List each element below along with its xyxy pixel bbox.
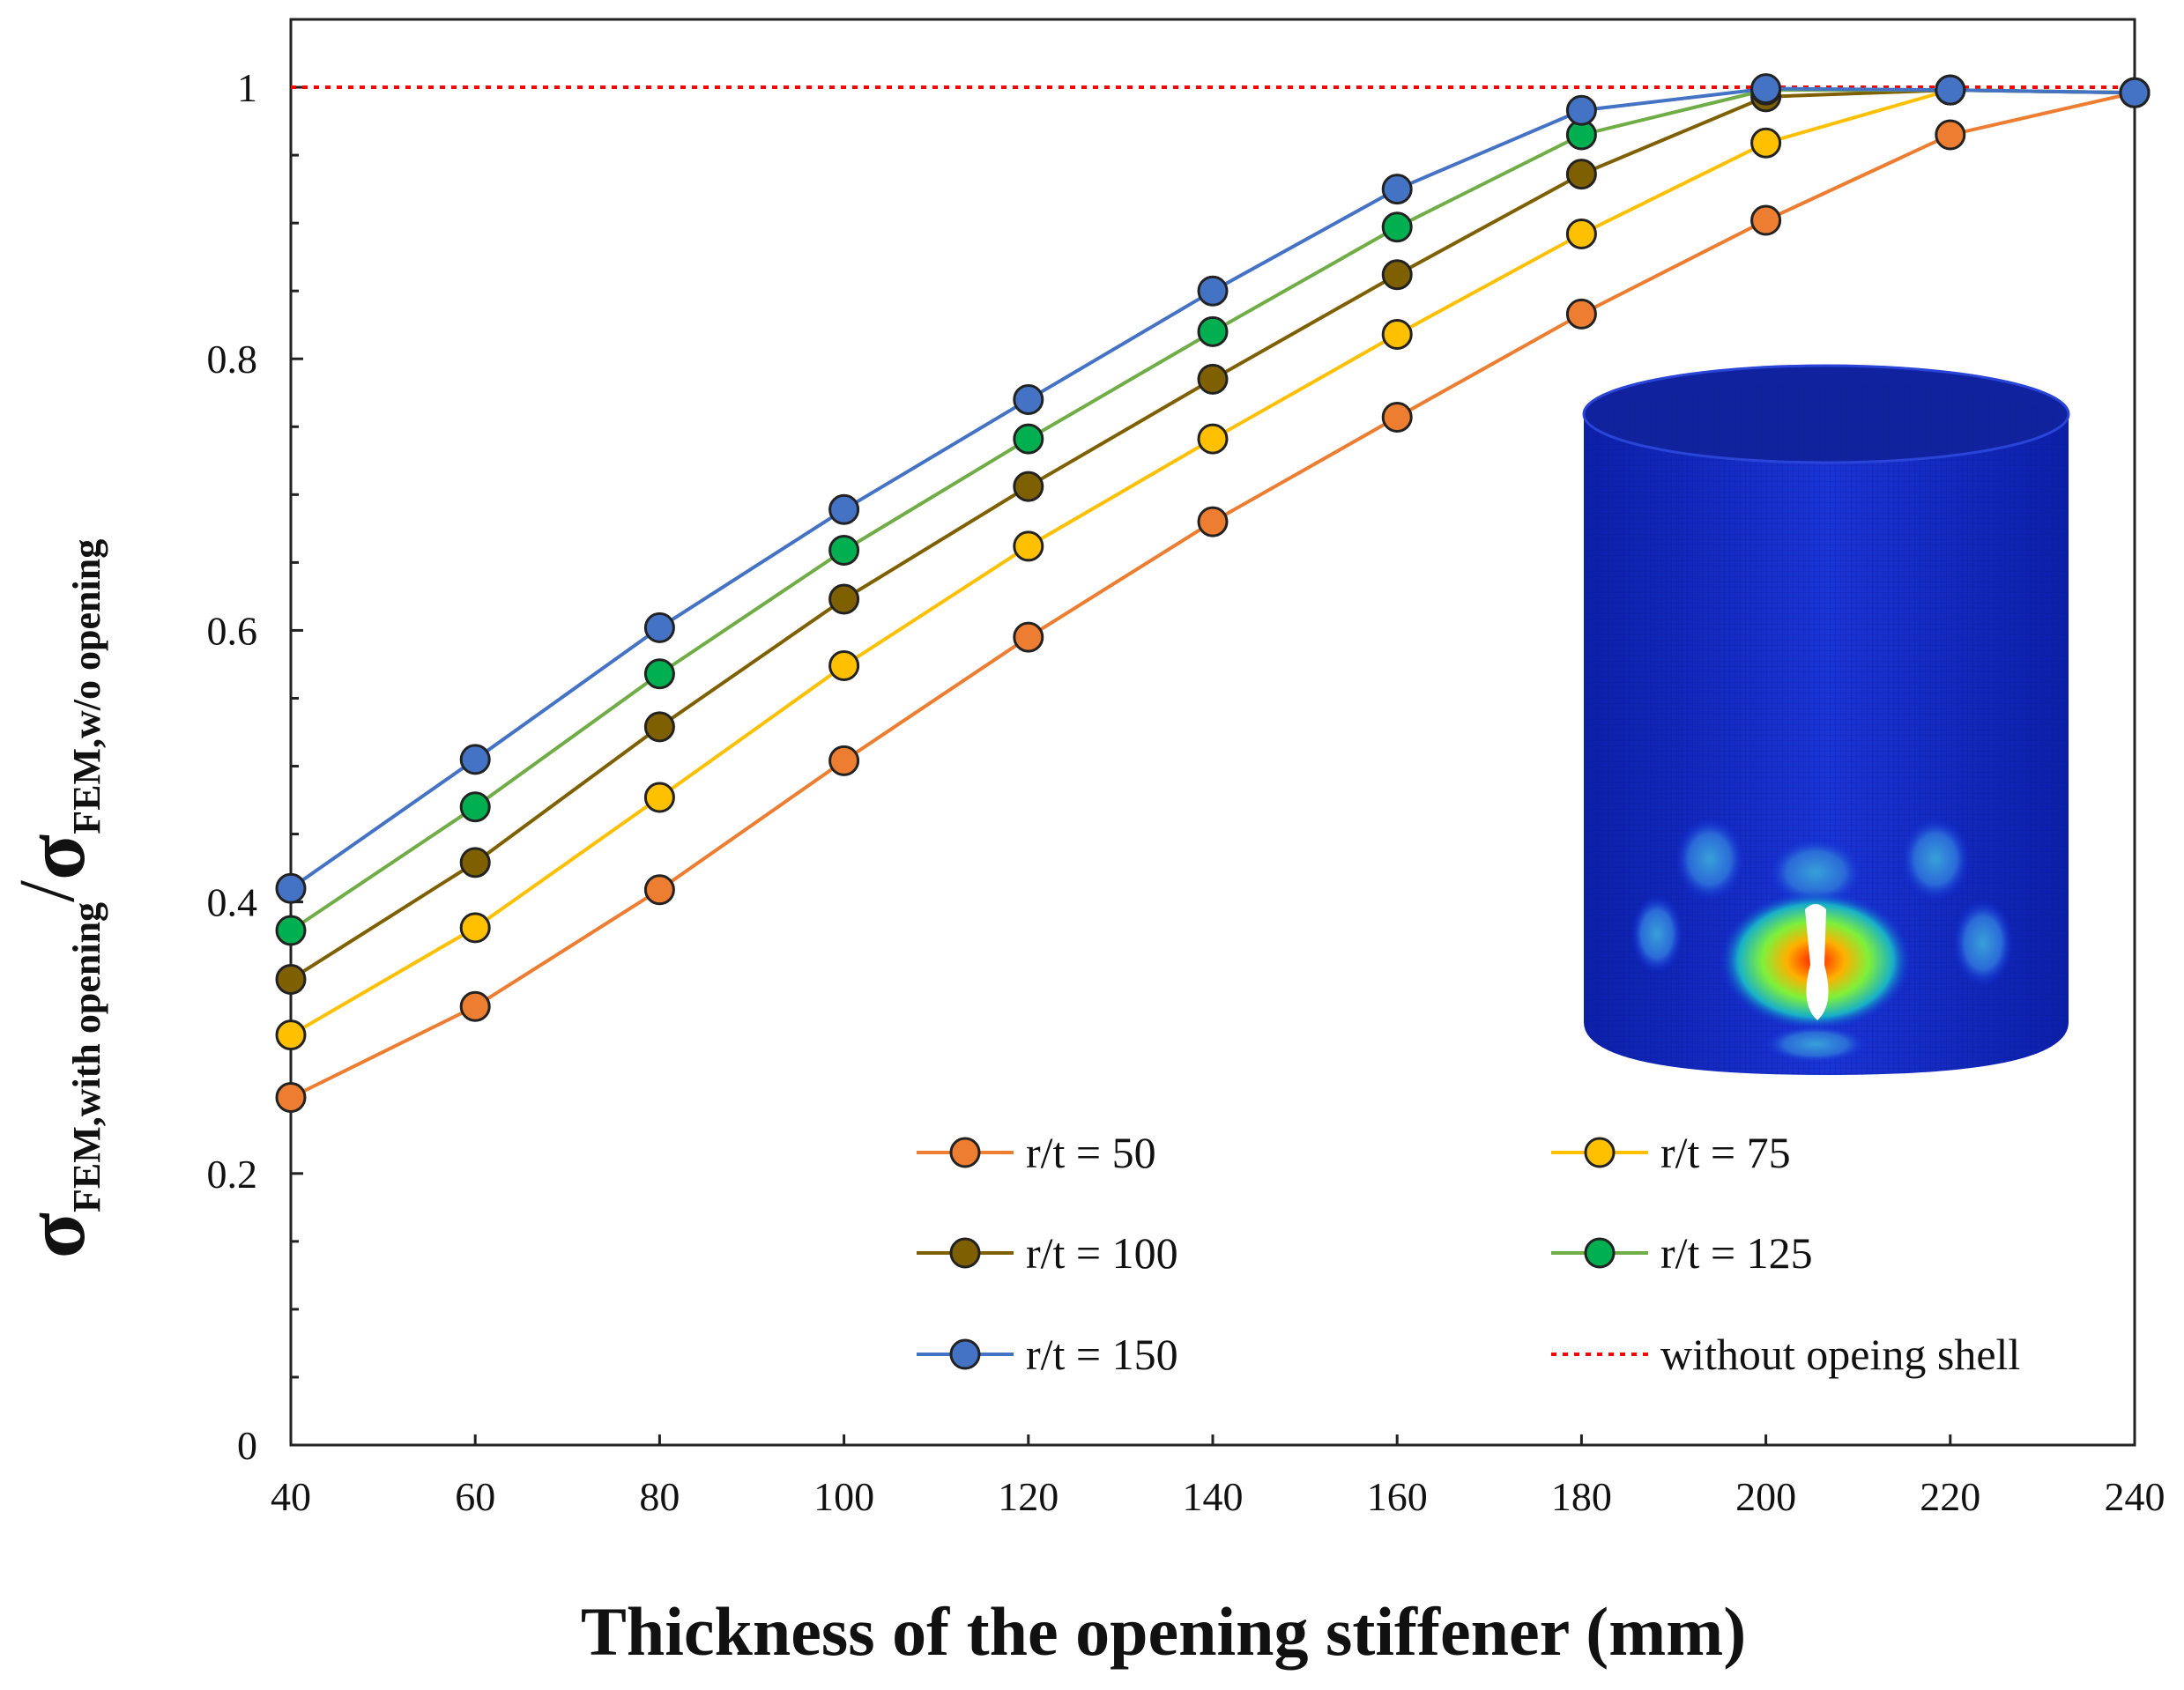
data-point [1197, 363, 1229, 395]
data-point [1750, 204, 1782, 236]
x-axis-title: Thickness of the opening stiffener (mm) [581, 1593, 1746, 1670]
data-point [643, 711, 675, 743]
series-markers-3 [275, 74, 2151, 995]
data-point [643, 782, 675, 813]
data-point [459, 847, 491, 878]
x-tick-label: 80 [639, 1474, 680, 1519]
legend-item-2[interactable]: r/t = 75 [1551, 1128, 1791, 1177]
data-point [1381, 319, 1413, 351]
x-tick-label: 160 [1367, 1474, 1428, 1519]
legend-marker-swatch [949, 1237, 981, 1269]
legend-label: without opeing shell [1660, 1330, 2020, 1379]
x-tick-label: 220 [1920, 1474, 1980, 1519]
x-tick-label: 40 [271, 1474, 311, 1519]
chart-legend: r/t = 50 r/t = 75 r/t = 100 r/t = 125 r/t = … [917, 1128, 2020, 1379]
data-point [643, 658, 675, 690]
data-point [1197, 275, 1229, 307]
x-tick-label: 120 [998, 1474, 1059, 1519]
data-point [459, 744, 491, 775]
data-point [828, 583, 860, 615]
y-tick-label: 0.6 [207, 608, 258, 653]
legend-item-1[interactable]: r/t = 50 [917, 1128, 1156, 1177]
x-tick-label: 180 [1551, 1474, 1612, 1519]
data-point [1935, 74, 1966, 106]
data-point [1381, 259, 1413, 291]
x-tick-label: 60 [455, 1474, 495, 1519]
data-point [275, 1082, 307, 1114]
data-point [1197, 423, 1229, 455]
data-point [1381, 401, 1413, 433]
y-title-numerator-subscript: FEM,with opening [65, 902, 108, 1212]
y-tick-label: 1 [237, 65, 257, 110]
data-point [1013, 621, 1044, 653]
data-point [275, 915, 307, 946]
y-tick-label: 0.8 [207, 337, 258, 382]
data-point [1197, 315, 1229, 347]
data-point [1013, 471, 1044, 502]
legend-label: r/t = 50 [1026, 1128, 1156, 1177]
legend-label: r/t = 150 [1026, 1330, 1178, 1379]
legend-marker-swatch [1584, 1237, 1616, 1269]
data-point [1935, 119, 1966, 151]
data-point [1565, 94, 1597, 126]
legend-item-4[interactable]: r/t = 125 [1551, 1228, 1813, 1278]
y-title-separator: / [4, 880, 91, 902]
series-layer [275, 73, 2151, 1114]
y-title-numerator-symbol: σ [8, 1212, 102, 1258]
data-point [828, 493, 860, 525]
legend-label: r/t = 100 [1026, 1228, 1178, 1278]
data-point [459, 791, 491, 823]
legend-label: r/t = 125 [1660, 1228, 1813, 1278]
y-title-denominator-symbol: σ [8, 834, 102, 880]
data-point [1013, 423, 1044, 455]
x-tick-label: 140 [1183, 1474, 1244, 1519]
data-point [1013, 530, 1044, 562]
series-markers-1 [275, 77, 2151, 1114]
svg-text:σFEM,with opening/σFEM,w/o ope: σFEM,with opening/σFEM,w/o opening [4, 539, 108, 1258]
data-point [1381, 211, 1413, 243]
data-point [1565, 218, 1597, 249]
y-axis-title: σFEM,with opening/σFEM,w/o opening [4, 539, 108, 1258]
data-point [828, 535, 860, 567]
legend-marker-swatch [949, 1338, 981, 1370]
legend-item-5[interactable]: r/t = 150 [917, 1330, 1178, 1379]
data-point [275, 963, 307, 995]
x-tick-label: 240 [2105, 1474, 2165, 1519]
data-point [1197, 506, 1229, 537]
legend-marker-swatch [1584, 1137, 1616, 1168]
y-tick-label: 0.4 [207, 880, 258, 925]
legend-item-3[interactable]: r/t = 100 [917, 1228, 1178, 1278]
y-tick-label: 0 [237, 1423, 257, 1468]
data-point [1381, 174, 1413, 205]
data-point [1750, 127, 1782, 159]
series-markers-2 [275, 74, 2151, 1051]
data-point [1013, 383, 1044, 415]
legend-marker-swatch [949, 1137, 981, 1168]
series-markers-5 [275, 73, 2151, 904]
data-point [828, 745, 860, 776]
data-point [2119, 77, 2151, 108]
y-title-denominator-subscript: FEM,w/o opening [65, 539, 108, 834]
data-point [1565, 159, 1597, 190]
data-point [459, 990, 491, 1022]
data-point [459, 912, 491, 944]
cylinder-fem-inset-image [1582, 364, 2070, 1075]
data-point [1750, 73, 1782, 105]
x-tick-label: 100 [813, 1474, 874, 1519]
data-point [643, 874, 675, 906]
x-tick-label: 200 [1735, 1474, 1796, 1519]
legend-item-reference[interactable]: without opeing shell [1551, 1330, 2020, 1379]
data-point [275, 1019, 307, 1051]
data-point [828, 649, 860, 681]
y-tick-label: 0.2 [207, 1152, 258, 1197]
legend-label: r/t = 75 [1660, 1128, 1791, 1177]
data-point [1565, 298, 1597, 330]
data-point [275, 872, 307, 904]
data-point [643, 612, 675, 643]
